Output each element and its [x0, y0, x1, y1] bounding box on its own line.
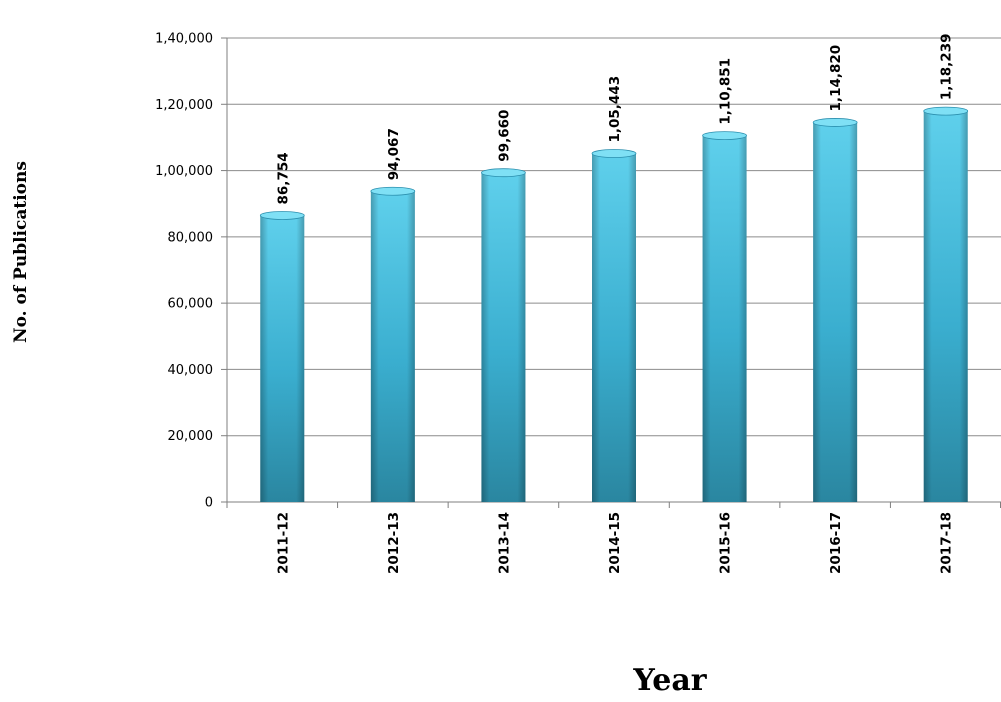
x-tick-label: 2014-15 — [607, 512, 623, 574]
data-label: 99,660 — [496, 110, 512, 162]
bar-cap — [812, 118, 858, 127]
bar-cap — [370, 186, 416, 196]
bar-shading — [260, 214, 305, 502]
y-tick-label: 40,000 — [168, 363, 214, 378]
y-tick-label: 1,40,000 — [155, 32, 213, 47]
x-tick-label: 2017-18 — [939, 512, 955, 574]
bar-shading — [592, 152, 636, 502]
y-tick-label: 60,000 — [168, 297, 214, 312]
bar-shading — [813, 121, 858, 503]
bar-cap — [481, 168, 526, 178]
data-label: 1,14,820 — [828, 45, 844, 112]
bar-shading — [702, 134, 747, 503]
x-tick-labels: 2011-12 2012-13 2013-14 2014-15 2015-16 2016-… — [275, 512, 954, 574]
bar — [591, 149, 637, 502]
y-tick-label: 80,000 — [168, 230, 214, 245]
data-labels: 86,754 94,067 99,660 1,05,443 1,10,851 1,14,8… — [275, 33, 954, 204]
data-label: 1,05,443 — [607, 76, 623, 143]
data-label: 94,067 — [386, 128, 402, 180]
y-tick-label: 20,000 — [168, 429, 214, 444]
bar-shading — [481, 171, 526, 502]
x-tick-label: 2011-12 — [275, 512, 291, 574]
y-tick-label: 1,00,000 — [155, 164, 213, 179]
bar-cap — [259, 211, 305, 220]
bar-shading — [923, 110, 968, 503]
bar-cap — [923, 106, 969, 116]
x-tick-label: 2015-16 — [718, 512, 734, 574]
bar — [481, 168, 526, 502]
bar — [702, 131, 747, 503]
data-label: 1,18,239 — [939, 33, 955, 100]
x-tick-label: 2013-14 — [496, 512, 512, 574]
bar — [370, 186, 416, 502]
x-tick-label: 2012-13 — [386, 512, 402, 574]
y-tick-label: 1,20,000 — [155, 98, 213, 113]
data-label: 1,10,851 — [718, 58, 734, 125]
y-axis-title: No. of Publications — [11, 161, 31, 343]
y-tick-labels: 0 20,000 40,000 60,000 80,000 1,00,000 1,20,00… — [155, 32, 213, 511]
bars — [259, 106, 969, 503]
x-tick-label: 2016-17 — [828, 512, 844, 574]
bar-shading — [370, 190, 415, 502]
bar-cap — [702, 131, 747, 141]
y-tick-label: 0 — [205, 496, 213, 511]
x-axis-title: Year — [632, 663, 707, 698]
bar — [259, 211, 305, 502]
bar — [812, 118, 858, 503]
data-label: 86,754 — [275, 152, 291, 204]
bar-cap — [591, 149, 637, 158]
bar — [923, 106, 969, 503]
